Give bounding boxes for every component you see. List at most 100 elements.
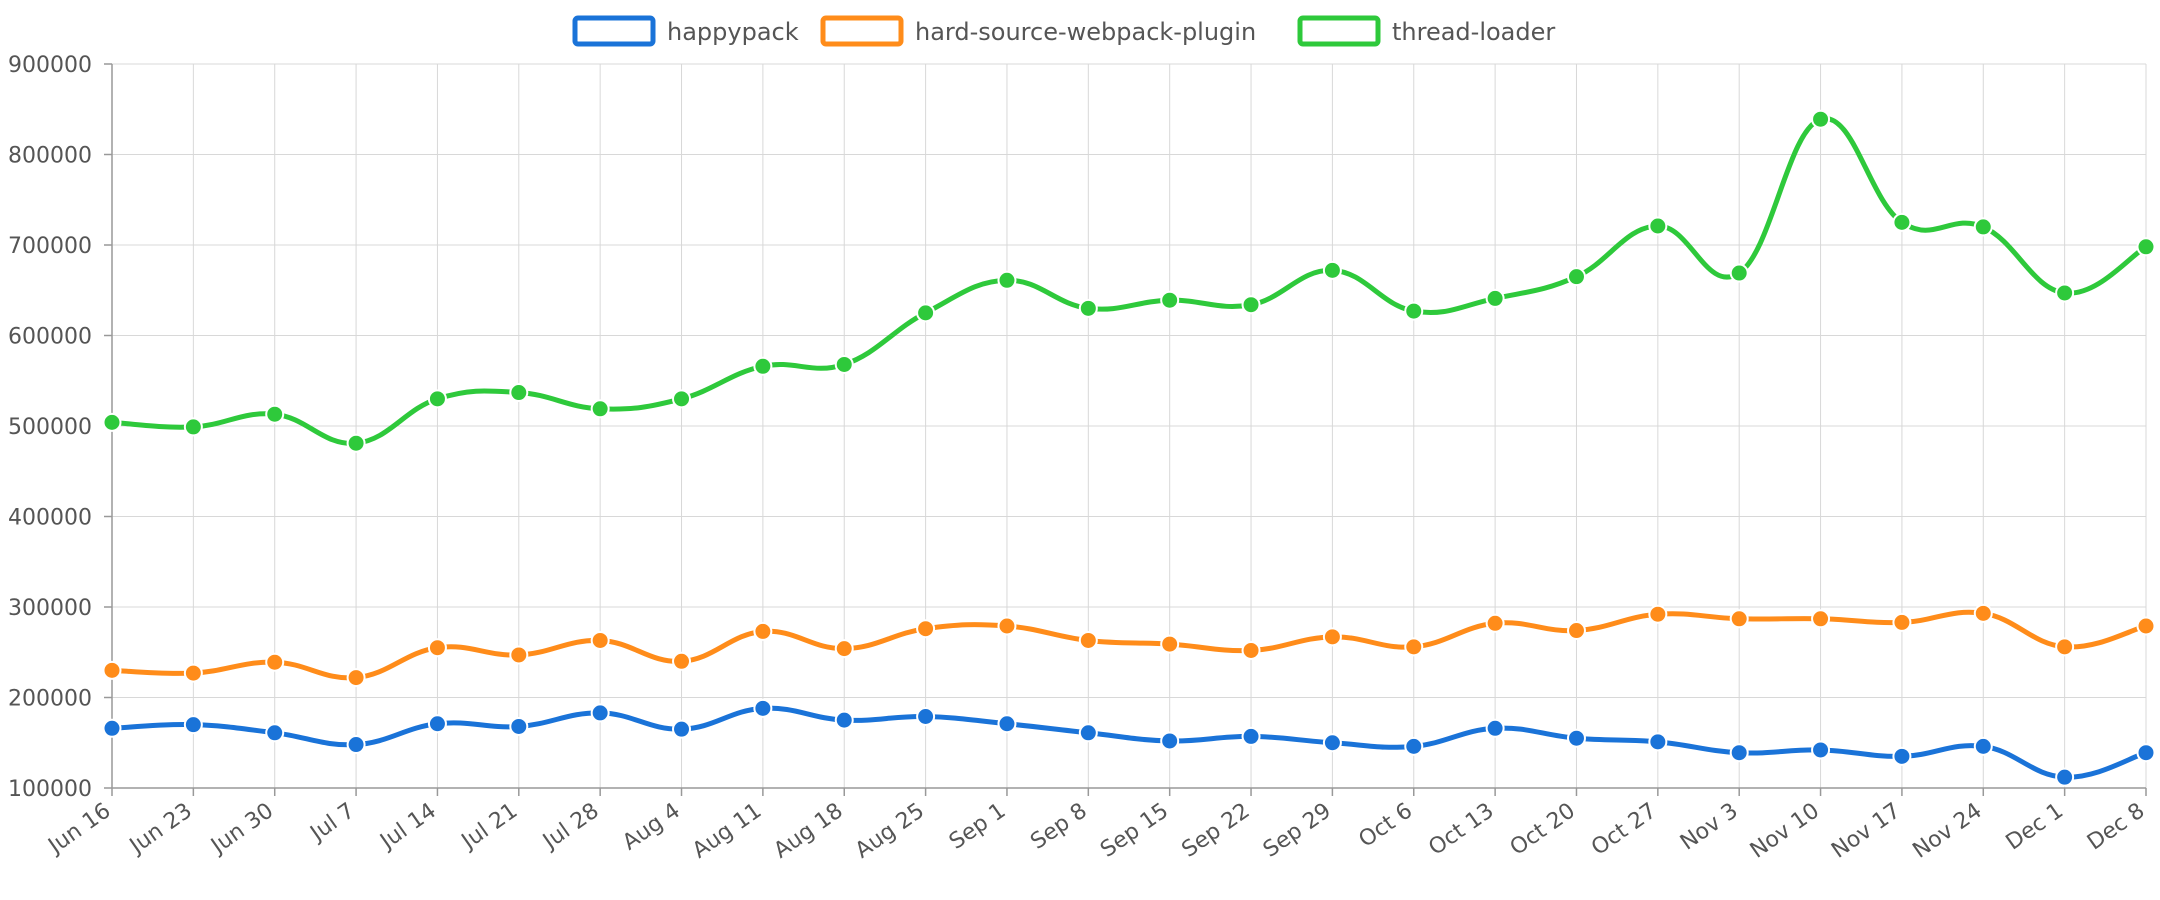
data-point-thread-loader[interactable] bbox=[1485, 288, 1505, 308]
data-point-hard-source-webpack-plugin[interactable] bbox=[1811, 609, 1831, 629]
data-point-thread-loader[interactable] bbox=[1404, 301, 1424, 321]
data-point-thread-loader[interactable] bbox=[102, 412, 122, 432]
y-axis-ticks: 100000 200000 300000 400000 500000 600000 7000… bbox=[8, 53, 112, 802]
data-point-hard-source-webpack-plugin[interactable] bbox=[427, 638, 447, 658]
data-point-thread-loader[interactable] bbox=[2136, 237, 2156, 257]
x-tick-label: Sep 15 bbox=[1096, 798, 1173, 862]
data-point-thread-loader[interactable] bbox=[1811, 109, 1831, 129]
legend-swatch-thread-loader[interactable] bbox=[1297, 15, 1381, 47]
data-point-happypack[interactable] bbox=[1973, 736, 1993, 756]
data-point-hard-source-webpack-plugin[interactable] bbox=[2055, 637, 2075, 657]
data-point-thread-loader[interactable] bbox=[1078, 298, 1098, 318]
data-point-hard-source-webpack-plugin[interactable] bbox=[1729, 609, 1749, 629]
legend-swatch-happypack[interactable] bbox=[572, 15, 656, 47]
data-point-hard-source-webpack-plugin[interactable] bbox=[102, 660, 122, 680]
data-point-happypack[interactable] bbox=[1811, 740, 1831, 760]
data-point-thread-loader[interactable] bbox=[265, 404, 285, 424]
data-point-hard-source-webpack-plugin[interactable] bbox=[1404, 637, 1424, 657]
y-tick-label: 300000 bbox=[8, 596, 92, 621]
data-point-happypack[interactable] bbox=[590, 703, 610, 723]
data-point-hard-source-webpack-plugin[interactable] bbox=[1241, 640, 1261, 660]
data-point-thread-loader[interactable] bbox=[427, 389, 447, 409]
data-point-thread-loader[interactable] bbox=[590, 399, 610, 419]
data-point-hard-source-webpack-plugin[interactable] bbox=[997, 616, 1017, 636]
x-tick-label: Sep 8 bbox=[1026, 798, 1092, 854]
x-tick-label: Nov 17 bbox=[1827, 798, 1905, 863]
data-point-hard-source-webpack-plugin[interactable] bbox=[346, 668, 366, 688]
data-point-happypack[interactable] bbox=[1648, 732, 1668, 752]
data-point-hard-source-webpack-plugin[interactable] bbox=[1892, 612, 1912, 632]
data-point-happypack[interactable] bbox=[916, 707, 936, 727]
data-point-happypack[interactable] bbox=[509, 716, 529, 736]
data-point-hard-source-webpack-plugin[interactable] bbox=[1648, 604, 1668, 624]
legend-label[interactable]: happypack bbox=[667, 18, 799, 46]
data-point-happypack[interactable] bbox=[1322, 733, 1342, 753]
data-point-happypack[interactable] bbox=[1729, 743, 1749, 763]
series-lines bbox=[109, 116, 2149, 780]
data-point-hard-source-webpack-plugin[interactable] bbox=[1322, 627, 1342, 647]
data-point-hard-source-webpack-plugin[interactable] bbox=[916, 619, 936, 639]
data-point-happypack[interactable] bbox=[1566, 728, 1586, 748]
data-point-hard-source-webpack-plugin[interactable] bbox=[834, 639, 854, 659]
x-tick-label: Nov 3 bbox=[1676, 798, 1743, 855]
data-point-hard-source-webpack-plugin[interactable] bbox=[265, 652, 285, 672]
series-line-hard-source-webpack-plugin bbox=[109, 609, 2149, 681]
x-tick-label: Dec 1 bbox=[2002, 798, 2068, 855]
data-point-happypack[interactable] bbox=[997, 714, 1017, 734]
data-point-thread-loader[interactable] bbox=[346, 433, 366, 453]
legend-label[interactable]: hard-source-webpack-plugin bbox=[915, 18, 1256, 46]
data-point-hard-source-webpack-plugin[interactable] bbox=[509, 645, 529, 665]
data-point-hard-source-webpack-plugin[interactable] bbox=[753, 621, 773, 641]
data-point-thread-loader[interactable] bbox=[1648, 216, 1668, 236]
data-point-thread-loader[interactable] bbox=[183, 417, 203, 437]
data-point-hard-source-webpack-plugin[interactable] bbox=[1485, 613, 1505, 633]
data-point-thread-loader[interactable] bbox=[1160, 290, 1180, 310]
data-point-thread-loader[interactable] bbox=[1892, 212, 1912, 232]
data-point-hard-source-webpack-plugin[interactable] bbox=[1566, 621, 1586, 641]
data-point-happypack[interactable] bbox=[1892, 746, 1912, 766]
data-point-thread-loader[interactable] bbox=[997, 270, 1017, 290]
series-line-thread-loader bbox=[109, 116, 2149, 446]
data-point-thread-loader[interactable] bbox=[1973, 217, 1993, 237]
data-point-thread-loader[interactable] bbox=[672, 389, 692, 409]
data-point-hard-source-webpack-plugin[interactable] bbox=[1973, 603, 1993, 623]
legend-swatch-hard-source-webpack-plugin[interactable] bbox=[820, 15, 904, 47]
data-point-thread-loader[interactable] bbox=[1566, 267, 1586, 287]
data-point-happypack[interactable] bbox=[1160, 731, 1180, 751]
data-point-happypack[interactable] bbox=[1241, 726, 1261, 746]
data-point-happypack[interactable] bbox=[427, 714, 447, 734]
legend-label[interactable]: thread-loader bbox=[1392, 18, 1555, 46]
data-point-thread-loader[interactable] bbox=[916, 303, 936, 323]
y-tick-label: 100000 bbox=[8, 777, 92, 802]
data-point-hard-source-webpack-plugin[interactable] bbox=[672, 651, 692, 671]
data-point-thread-loader[interactable] bbox=[2055, 283, 2075, 303]
data-point-happypack[interactable] bbox=[346, 735, 366, 755]
data-point-thread-loader[interactable] bbox=[1241, 295, 1261, 315]
data-point-hard-source-webpack-plugin[interactable] bbox=[1078, 630, 1098, 650]
data-point-happypack[interactable] bbox=[1485, 718, 1505, 738]
y-tick-label: 800000 bbox=[8, 144, 92, 169]
data-point-thread-loader[interactable] bbox=[1729, 263, 1749, 283]
data-point-happypack[interactable] bbox=[2055, 767, 2075, 787]
data-point-thread-loader[interactable] bbox=[753, 356, 773, 376]
data-point-happypack[interactable] bbox=[834, 710, 854, 730]
data-point-happypack[interactable] bbox=[753, 698, 773, 718]
data-point-happypack[interactable] bbox=[1404, 736, 1424, 756]
data-point-thread-loader[interactable] bbox=[509, 383, 529, 403]
y-tick-label: 500000 bbox=[8, 415, 92, 440]
data-point-thread-loader[interactable] bbox=[834, 354, 854, 374]
data-point-happypack[interactable] bbox=[183, 715, 203, 735]
data-point-happypack[interactable] bbox=[1078, 723, 1098, 743]
data-point-hard-source-webpack-plugin[interactable] bbox=[590, 630, 610, 650]
data-point-hard-source-webpack-plugin[interactable] bbox=[2136, 616, 2156, 636]
x-tick-label: Jul 21 bbox=[456, 798, 522, 855]
data-point-hard-source-webpack-plugin[interactable] bbox=[1160, 634, 1180, 654]
data-point-happypack[interactable] bbox=[672, 719, 692, 739]
data-point-happypack[interactable] bbox=[102, 718, 122, 738]
x-tick-label: Oct 27 bbox=[1587, 798, 1661, 860]
data-point-happypack[interactable] bbox=[265, 723, 285, 743]
legend: happypack hard-source-webpack-plugin threa… bbox=[572, 15, 1555, 47]
data-point-hard-source-webpack-plugin[interactable] bbox=[183, 663, 203, 683]
data-point-happypack[interactable] bbox=[2136, 743, 2156, 763]
data-point-thread-loader[interactable] bbox=[1322, 260, 1342, 280]
